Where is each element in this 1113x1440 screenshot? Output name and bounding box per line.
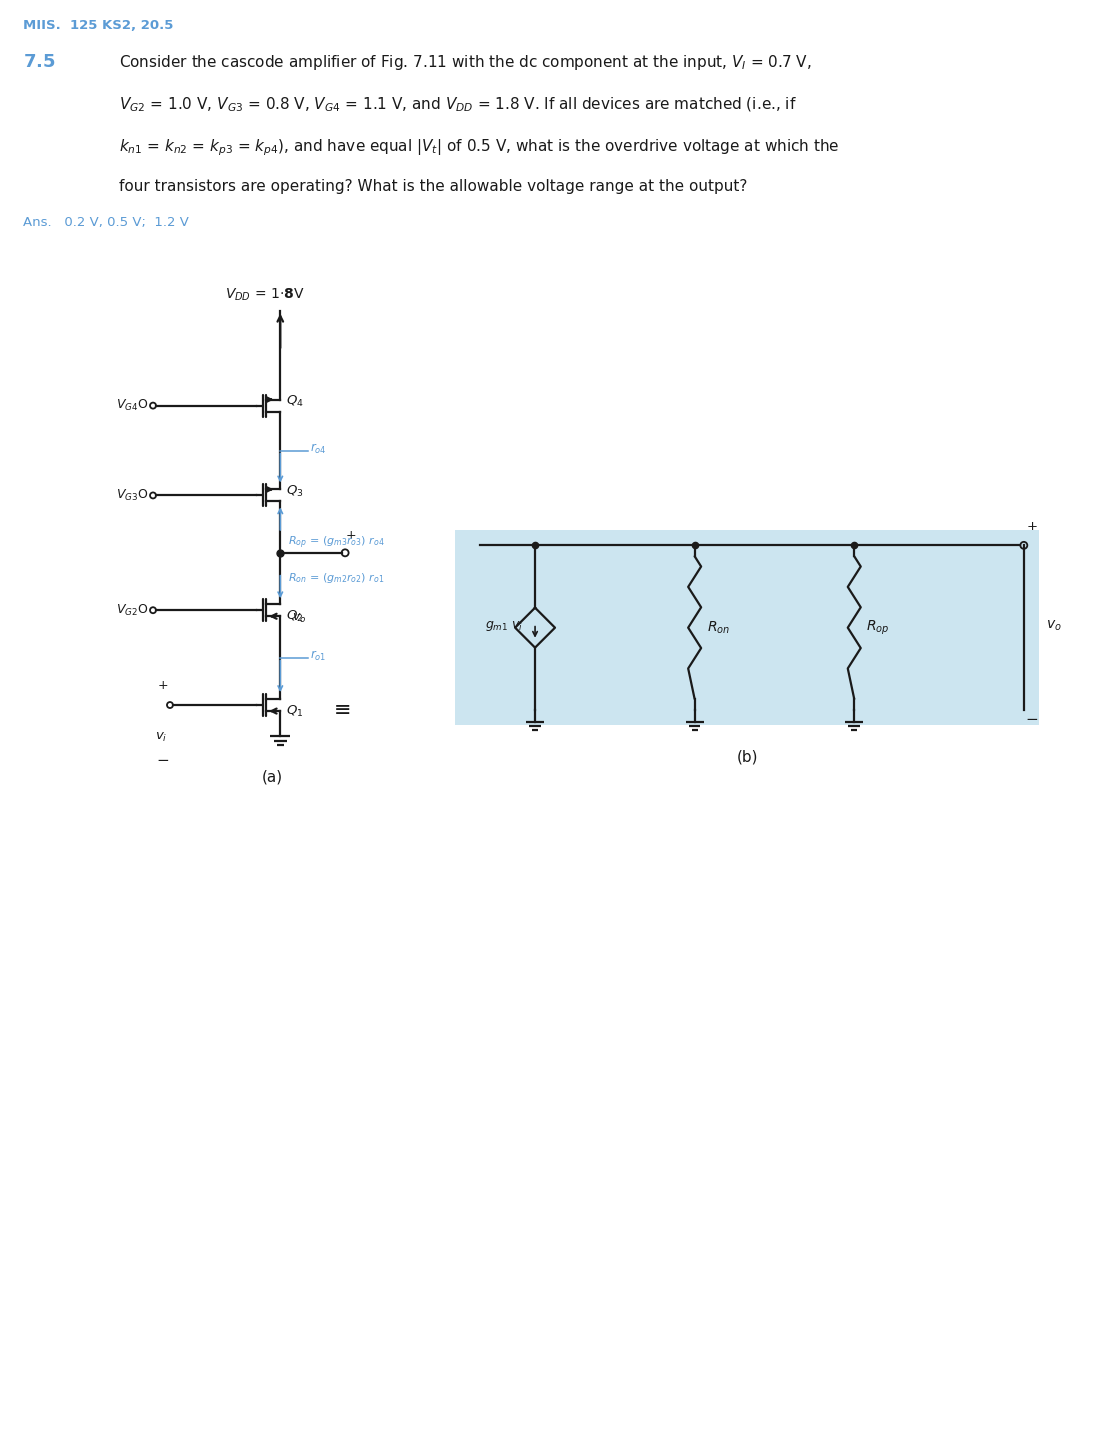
- Text: −: −: [1025, 711, 1038, 727]
- Text: Ans.   0.2 V, 0.5 V;  1.2 V: Ans. 0.2 V, 0.5 V; 1.2 V: [23, 216, 189, 229]
- Text: $v_o$: $v_o$: [293, 612, 306, 625]
- Text: $v_o$: $v_o$: [1046, 619, 1062, 634]
- Text: $R_{op}$ = $(g_{m3}r_{o3})$ $r_{o4}$: $R_{op}$ = $(g_{m3}r_{o3})$ $r_{o4}$: [288, 534, 385, 552]
- Text: ≡: ≡: [334, 700, 351, 720]
- Text: $Q_2$: $Q_2$: [286, 609, 304, 624]
- Text: $R_{op}$: $R_{op}$: [866, 619, 889, 636]
- Bar: [455, 530, 1038, 724]
- Text: $Q_3$: $Q_3$: [286, 484, 304, 500]
- Text: four transistors are operating? What is the allowable voltage range at the outpu: four transistors are operating? What is …: [119, 179, 748, 194]
- Text: (a): (a): [263, 770, 284, 785]
- Text: $\mathbf{7.5}$: $\mathbf{7.5}$: [23, 53, 56, 72]
- Text: +: +: [346, 528, 356, 541]
- Text: $V_{G4}$O: $V_{G4}$O: [116, 397, 148, 413]
- Text: +: +: [1026, 520, 1037, 533]
- Text: $g_{m1}$ $v_i$: $g_{m1}$ $v_i$: [485, 619, 523, 632]
- Text: $Q_4$: $Q_4$: [286, 395, 304, 409]
- Text: $v_i$: $v_i$: [155, 732, 167, 744]
- Text: $r_{o1}$: $r_{o1}$: [311, 648, 326, 662]
- Text: $R_{on}$: $R_{on}$: [707, 619, 730, 636]
- Text: +: +: [158, 680, 168, 693]
- Text: $Q_1$: $Q_1$: [286, 704, 304, 719]
- Text: Consider the cascode amplifier of Fig. 7.11 with the dc component at the input, : Consider the cascode amplifier of Fig. 7…: [119, 53, 811, 72]
- Text: $R_{on}$ = $(g_{m2}r_{o2})$ $r_{o1}$: $R_{on}$ = $(g_{m2}r_{o2})$ $r_{o1}$: [288, 570, 385, 585]
- Text: $V_{G2}$ = 1.0 V, $V_{G3}$ = 0.8 V, $V_{G4}$ = 1.1 V, and $V_{DD}$ = 1.8 V. If a: $V_{G2}$ = 1.0 V, $V_{G3}$ = 0.8 V, $V_{…: [119, 95, 797, 114]
- Text: MIIS.  125 KS2, 20.5: MIIS. 125 KS2, 20.5: [23, 19, 174, 32]
- Text: $V_{DD}$ = 1·$\mathbf{8}$V: $V_{DD}$ = 1·$\mathbf{8}$V: [226, 287, 305, 302]
- Text: (b): (b): [737, 750, 758, 765]
- Text: $k_{n1}$ = $k_{n2}$ = $k_{p3}$ = $k_{p4}$), and have equal $|V_t|$ of 0.5 V, wha: $k_{n1}$ = $k_{n2}$ = $k_{p3}$ = $k_{p4}…: [119, 137, 839, 158]
- Text: −: −: [157, 753, 169, 768]
- Text: $r_{o4}$: $r_{o4}$: [311, 442, 327, 455]
- Text: $V_{G2}$O: $V_{G2}$O: [116, 603, 148, 618]
- Text: $V_{G3}$O: $V_{G3}$O: [116, 488, 148, 503]
